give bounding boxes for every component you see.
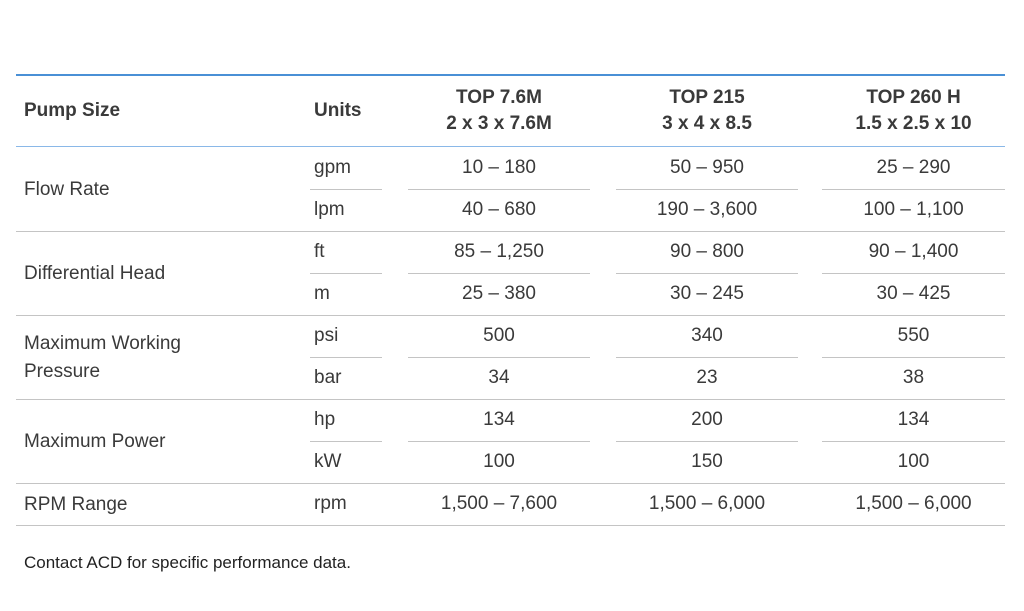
sub-row-divider: [616, 189, 798, 190]
row-label: Flow Rate: [24, 179, 110, 200]
value-cell: 40 – 680: [462, 199, 536, 220]
unit-cell: bar: [314, 367, 342, 388]
group-divider: [16, 399, 1005, 400]
value-cell: 500: [483, 325, 515, 346]
header-pump-size: Pump Size: [24, 100, 121, 121]
value-cell: 190 – 3,600: [656, 199, 758, 220]
header-col-1: TOP 7.6M 2 x 3 x 7.6M: [408, 85, 590, 137]
value-cell: 550: [897, 325, 930, 346]
header-col-2: TOP 215 3 x 4 x 8.5: [616, 85, 798, 137]
value-cell: 30 – 425: [876, 283, 951, 304]
sub-row-divider: [310, 189, 382, 190]
header-col-2-line2: 3 x 4 x 8.5: [662, 113, 752, 134]
sub-row-divider: [408, 441, 590, 442]
table-top-rule: [16, 74, 1005, 76]
unit-cell: gpm: [314, 157, 351, 178]
sub-row-divider: [822, 441, 1005, 442]
value-cell: 30 – 245: [670, 283, 744, 304]
row-label: Maximum Power: [24, 431, 166, 452]
value-cell: 100 – 1,100: [863, 199, 964, 220]
header-col-1-line1: TOP 7.6M: [456, 87, 542, 108]
value-cell: 23: [696, 367, 718, 388]
group-divider: [16, 231, 1005, 232]
footnote: Contact ACD for specific performance dat…: [24, 553, 351, 572]
header-col-1-line2: 2 x 3 x 7.6M: [446, 113, 552, 134]
unit-cell: ft: [314, 241, 325, 262]
value-cell: 25 – 290: [876, 157, 951, 178]
unit-cell: kW: [314, 451, 342, 472]
row-label: Differential Head: [24, 263, 166, 284]
row-label: Maximum Working Pressure: [24, 333, 181, 382]
sub-row-divider: [310, 441, 382, 442]
sub-row-divider: [408, 189, 590, 190]
header-rule: [16, 146, 1005, 147]
group-divider: [16, 525, 1005, 526]
value-cell: 100: [483, 451, 515, 472]
unit-cell: lpm: [314, 199, 345, 220]
sub-row-divider: [310, 357, 382, 358]
header-units: Units: [314, 100, 362, 121]
sub-row-divider: [616, 273, 798, 274]
unit-cell: rpm: [314, 493, 347, 514]
value-cell: 200: [691, 409, 723, 430]
value-cell: 340: [691, 325, 723, 346]
sub-row-divider: [310, 273, 382, 274]
unit-cell: m: [314, 283, 330, 304]
value-cell: 10 – 180: [462, 157, 536, 178]
header-col-3-line1: TOP 260 H: [866, 87, 961, 108]
value-cell: 90 – 800: [670, 241, 744, 262]
unit-cell: psi: [314, 325, 339, 346]
sub-row-divider: [822, 357, 1005, 358]
value-cell: 134: [897, 409, 930, 430]
value-cell: 134: [483, 409, 515, 430]
header-col-2-line1: TOP 215: [669, 87, 745, 108]
sub-row-divider: [408, 273, 590, 274]
sub-row-divider: [822, 189, 1005, 190]
value-cell: 100: [897, 451, 930, 472]
group-divider: [16, 315, 1005, 316]
row-label: RPM Range: [24, 494, 128, 515]
sub-row-divider: [616, 357, 798, 358]
sub-row-divider: [822, 273, 1005, 274]
value-cell: 150: [691, 451, 723, 472]
value-cell: 25 – 380: [462, 283, 536, 304]
sub-row-divider: [616, 441, 798, 442]
group-divider: [16, 483, 1005, 484]
value-cell: 50 – 950: [670, 157, 744, 178]
header-col-3-line2: 1.5 x 2.5 x 10: [855, 113, 972, 134]
value-cell: 1,500 – 6,000: [648, 493, 766, 514]
value-cell: 38: [902, 367, 925, 388]
unit-cell: hp: [314, 409, 336, 430]
value-cell: 1,500 – 6,000: [855, 493, 972, 514]
value-cell: 85 – 1,250: [454, 241, 544, 262]
sub-row-divider: [408, 357, 590, 358]
value-cell: 1,500 – 7,600: [440, 493, 558, 514]
value-cell: 90 – 1,400: [868, 241, 959, 262]
value-cell: 34: [488, 367, 510, 388]
header-col-3: TOP 260 H 1.5 x 2.5 x 10: [822, 85, 1005, 137]
